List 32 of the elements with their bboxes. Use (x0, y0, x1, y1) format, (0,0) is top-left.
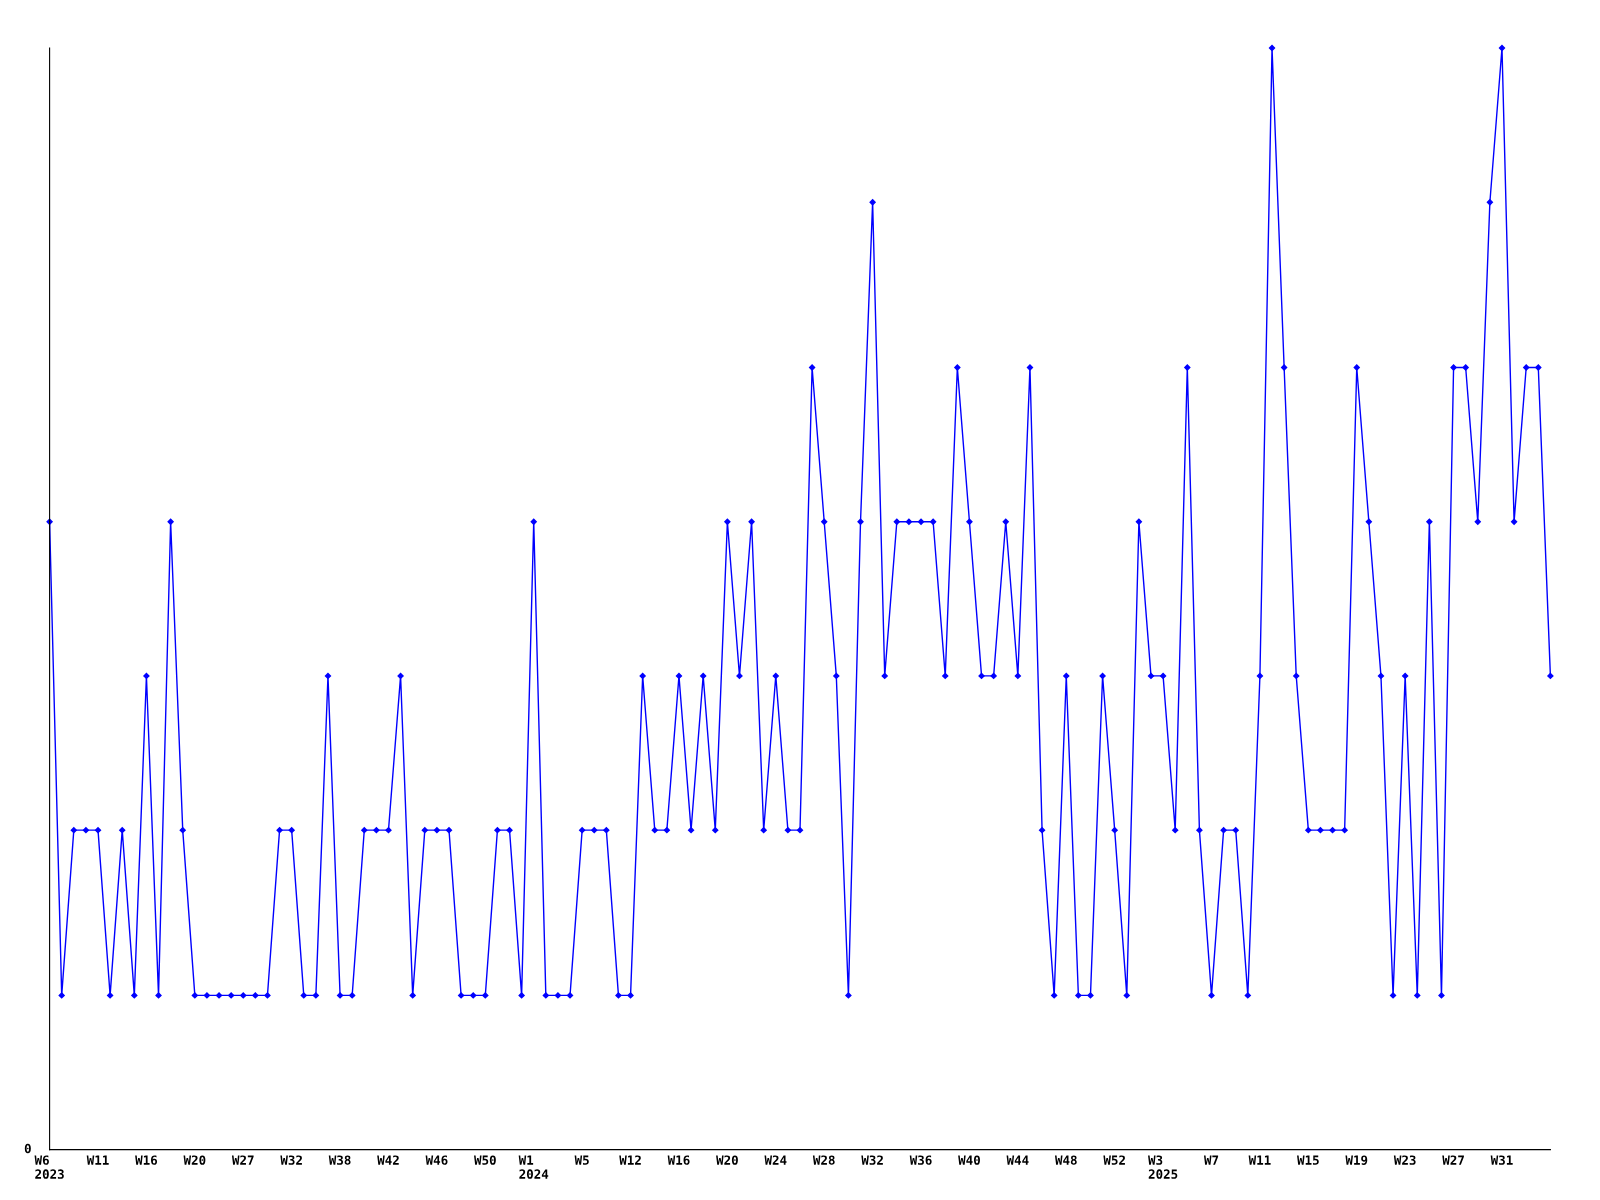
x-tick-label: W12 (619, 1155, 641, 1165)
x-tick-label: W15 (1297, 1155, 1319, 1165)
x-tick-label: W31 (1490, 1155, 1513, 1165)
x-tick-label: W1 2024 (518, 1155, 549, 1179)
x-tick-label: W32 (861, 1155, 883, 1165)
x-tick-label: W16 (135, 1155, 158, 1165)
x-tick-label: W48 (1054, 1155, 1077, 1165)
x-tick-label: W19 (1345, 1155, 1368, 1165)
x-tick-label: W27 (1442, 1155, 1464, 1165)
x-tick-label: W5 (574, 1155, 589, 1165)
x-tick-label: W24 (764, 1155, 787, 1165)
x-tick-label: W23 (1393, 1155, 1416, 1165)
x-tick-label: W28 (812, 1155, 835, 1165)
x-tick-label: W3 2025 (1148, 1155, 1178, 1179)
text: 0 (24, 1143, 31, 1154)
x-tick-label: W50 (474, 1155, 496, 1165)
x-tick-label: W36 (909, 1155, 932, 1165)
x-tick-label: W7 (1203, 1155, 1219, 1165)
x-tick-label: W40 (958, 1155, 980, 1165)
x-tick-label: W6 2023 (34, 1155, 64, 1179)
x-tick-label: W38 (328, 1155, 351, 1165)
x-tick-label: W44 (1006, 1155, 1029, 1165)
x-tick-label: W52 (1103, 1155, 1125, 1165)
x-tick-label: W46 (425, 1155, 448, 1165)
x-tick-label: W20 (716, 1155, 738, 1165)
x-tick-label: W32 (280, 1155, 302, 1165)
x-tick-label: W20 (183, 1155, 206, 1165)
x-tick-label: W42 (377, 1155, 399, 1165)
x-tick-label: W16 (667, 1155, 690, 1165)
x-tick-label: W11 (1248, 1155, 1271, 1165)
x-tick-label: W11 (86, 1155, 109, 1165)
x-tick-label: W27 (231, 1155, 254, 1165)
